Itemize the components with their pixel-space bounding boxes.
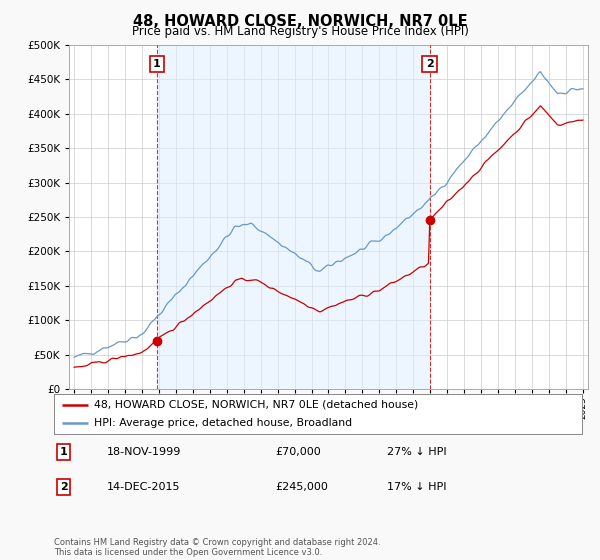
Text: 48, HOWARD CLOSE, NORWICH, NR7 0LE: 48, HOWARD CLOSE, NORWICH, NR7 0LE: [133, 14, 467, 29]
Text: 2: 2: [59, 482, 67, 492]
Text: Price paid vs. HM Land Registry's House Price Index (HPI): Price paid vs. HM Land Registry's House …: [131, 25, 469, 38]
Text: £245,000: £245,000: [276, 482, 329, 492]
Text: 27% ↓ HPI: 27% ↓ HPI: [386, 447, 446, 457]
Text: 17% ↓ HPI: 17% ↓ HPI: [386, 482, 446, 492]
Text: 1: 1: [153, 59, 161, 69]
Text: 1: 1: [59, 447, 67, 457]
Text: Contains HM Land Registry data © Crown copyright and database right 2024.
This d: Contains HM Land Registry data © Crown c…: [54, 538, 380, 557]
Text: 18-NOV-1999: 18-NOV-1999: [107, 447, 181, 457]
Bar: [157, 45, 430, 389]
Text: £70,000: £70,000: [276, 447, 322, 457]
Text: 14-DEC-2015: 14-DEC-2015: [107, 482, 181, 492]
Text: HPI: Average price, detached house, Broadland: HPI: Average price, detached house, Broa…: [94, 418, 352, 428]
Text: 48, HOWARD CLOSE, NORWICH, NR7 0LE (detached house): 48, HOWARD CLOSE, NORWICH, NR7 0LE (deta…: [94, 400, 418, 409]
Text: 2: 2: [426, 59, 433, 69]
